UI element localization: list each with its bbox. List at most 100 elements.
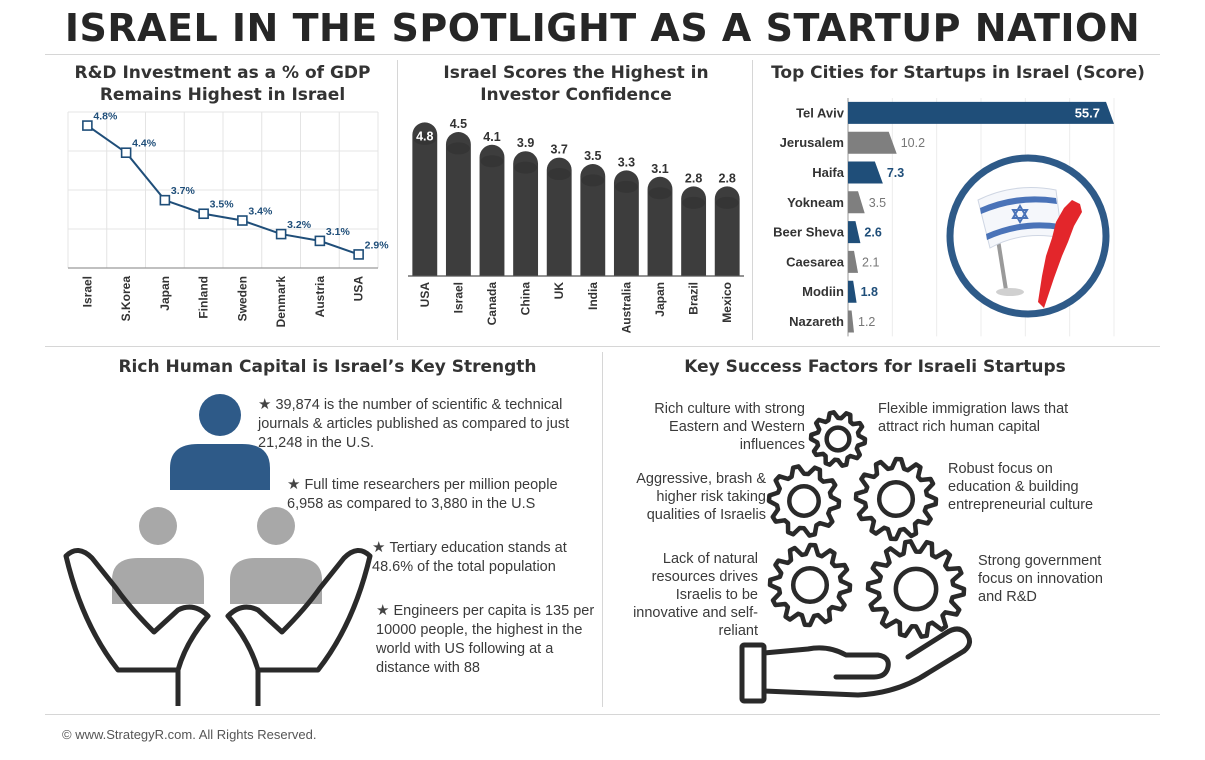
investor-bar: [546, 157, 572, 276]
middle-divider: [45, 346, 1160, 347]
rd-point: [198, 208, 209, 220]
person-blue-icon: [170, 394, 270, 490]
israel-flag-map-icon: [946, 154, 1110, 318]
investor-bar-shade: [547, 168, 571, 181]
fact-item: ★ Full time researchers per million peopl…: [287, 476, 558, 512]
city-tick-label: Tel Aviv: [796, 105, 845, 120]
investor-bar-shade: [648, 187, 672, 200]
investor-tick-label: Mexico: [720, 282, 734, 323]
city-data-label: 7.3: [887, 166, 904, 180]
city-data-label: 1.2: [858, 315, 875, 329]
investor-data-label: 3.9: [517, 136, 534, 150]
person-grey-left-icon: [112, 507, 204, 604]
fact-item: ★ Tertiary education stands at 48.6% of t…: [372, 539, 567, 575]
city-bar: [848, 280, 857, 303]
investor-bar-shade: [514, 161, 538, 174]
factor-left-1: Rich culture with strong Eastern and Wes…: [654, 401, 805, 453]
city-bar: [848, 101, 1114, 124]
investor-bar-chart: 4.8 USA 4.5 Israel 4.1 Canada 3.9 China 3.7 UK 3.5…: [408, 117, 744, 333]
star-of-david-icon: [1011, 204, 1029, 224]
star-icon: ★: [258, 396, 272, 413]
rd-data-label: 3.2%: [287, 219, 312, 231]
human-capital-title: Rich Human Capital is Israel’s Key Stren…: [118, 357, 537, 377]
investor-tick-label: Canada: [485, 282, 499, 326]
rd-tick-label: Israel: [80, 276, 94, 307]
gear-icon: [766, 464, 842, 538]
rd-data-label: 3.4%: [248, 206, 273, 218]
gear-icon: [808, 410, 868, 468]
rd-tick-label: Austria: [313, 276, 327, 318]
success-factors-title: Key Success Factors for Israeli Startups: [684, 357, 1066, 377]
rd-data-label: 3.5%: [210, 199, 235, 211]
star-icon: ★: [287, 476, 301, 493]
city-data-label: 2.6: [864, 226, 881, 240]
rd-point: [159, 194, 171, 206]
investor-bar: [479, 144, 505, 276]
cities-bar-chart: Tel Aviv 55.7 Jerusalem 10.2 Haifa 7.3 Yokneam…: [773, 98, 1115, 337]
investor-data-label: 3.3: [618, 155, 635, 169]
rd-point: [314, 235, 326, 247]
factor-left-3: Lack of natural resources drives Israeli…: [633, 551, 758, 639]
factor-right-3: Strong government focus on innovation an…: [978, 553, 1103, 605]
rd-tick-label: Japan: [158, 276, 172, 311]
investor-data-label: 3.7: [551, 143, 568, 157]
city-bar: [848, 221, 861, 244]
page-title: ISRAEL IN THE SPOTLIGHT AS A STARTUP NAT…: [64, 6, 1141, 50]
rd-tick-label: Sweden: [235, 276, 249, 321]
city-bar: [848, 191, 865, 214]
investor-tick-label: Brazil: [687, 282, 701, 315]
investor-data-label: 2.8: [719, 171, 736, 185]
divider-v1: [397, 60, 398, 340]
star-icon: ★: [372, 539, 386, 556]
city-bar: [848, 310, 854, 333]
city-tick-label: Beer Sheva: [773, 225, 845, 240]
rd-tick-label: Finland: [197, 276, 211, 319]
city-data-label: 1.8: [861, 285, 878, 299]
investor-bar: [714, 186, 740, 276]
gear-icon: [865, 539, 967, 639]
investor-data-label: 4.8: [416, 129, 433, 143]
factor-right-1: Flexible immigration laws that attract r…: [878, 401, 1069, 435]
investor-tick-label: USA: [418, 282, 432, 308]
city-data-label: 2.1: [862, 255, 879, 269]
investor-data-label: 4.1: [483, 130, 500, 144]
right-hand-icon: [225, 548, 373, 673]
investor-bar-shade: [446, 142, 470, 155]
city-tick-label: Nazareth: [789, 314, 844, 329]
investor-tick-label: India: [586, 282, 600, 310]
investor-bar-shade: [480, 155, 504, 168]
rd-tick-label: S.Korea: [119, 276, 133, 322]
israel-map-icon: [1038, 200, 1082, 308]
investor-bar-shade: [682, 196, 706, 209]
hand-icon: [739, 626, 972, 704]
gear-icon: [853, 456, 939, 542]
divider-v2: [752, 60, 753, 340]
investor-bar: [513, 151, 539, 276]
rd-data-label: 4.8%: [93, 111, 118, 123]
city-bar: [848, 250, 859, 273]
gears-on-hand-illustration: [739, 410, 972, 704]
people-in-hands-illustration: [63, 394, 373, 706]
star-icon: ★: [376, 602, 390, 619]
investor-tick-label: UK: [552, 282, 566, 300]
cities-chart-title: Top Cities for Startups in Israel (Score…: [771, 63, 1145, 83]
divider-v3: [602, 352, 603, 707]
investor-bar-shade: [413, 132, 437, 145]
investor-bar: [445, 132, 471, 276]
city-data-label: 3.5: [869, 196, 886, 210]
investor-bar: [613, 170, 639, 276]
investor-tick-label: China: [519, 282, 533, 316]
left-hand-icon: [63, 548, 211, 673]
rd-point: [275, 228, 287, 240]
city-data-label: 55.7: [1075, 105, 1100, 120]
investor-data-label: 4.5: [450, 117, 467, 131]
rd-point: [120, 147, 132, 158]
investor-bar-shade: [614, 180, 638, 193]
gear-icon: [767, 542, 853, 628]
footer-divider: [45, 714, 1160, 715]
factor-right-2: Robust focus on education & building ent…: [948, 461, 1094, 513]
rd-point: [237, 215, 248, 226]
investor-bar: [580, 164, 606, 276]
fact-item: ★ 39,874 is the number of scientific & te…: [258, 396, 570, 451]
title-divider: [45, 54, 1160, 55]
